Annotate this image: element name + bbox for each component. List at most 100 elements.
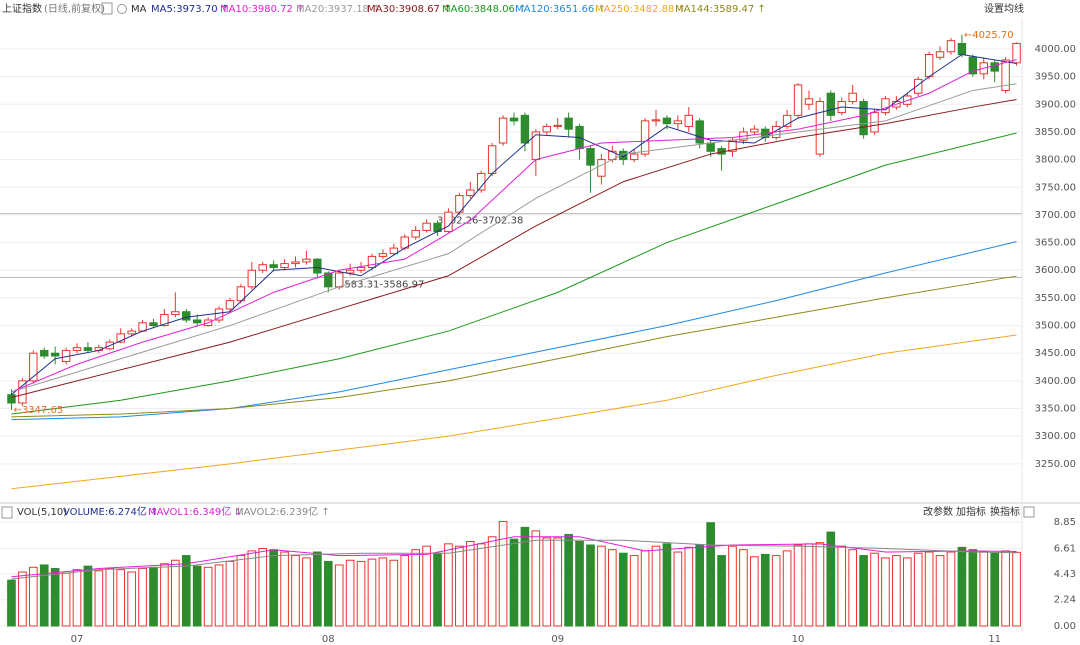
volume-bar xyxy=(422,545,431,627)
volume-bar xyxy=(94,570,104,627)
volume-bar xyxy=(389,559,399,627)
volume-bar xyxy=(717,555,726,627)
candle-body xyxy=(192,319,202,324)
y-tick-label: 3450.00 xyxy=(1035,348,1076,359)
candle-body xyxy=(367,255,377,268)
x-tick-label: 10 xyxy=(792,634,805,645)
candle-body xyxy=(356,266,366,271)
ma-line xyxy=(11,241,1017,421)
candle-body xyxy=(804,98,814,105)
candle-body xyxy=(662,117,672,125)
volume-bar xyxy=(892,555,901,627)
volume-bar xyxy=(979,551,989,627)
volume-bar xyxy=(356,560,366,627)
volume-bar xyxy=(269,549,278,627)
volume-bar xyxy=(542,537,552,627)
volume-bar xyxy=(575,540,584,627)
volume-bar xyxy=(957,546,967,627)
button[interactable]: 换指标 xyxy=(990,505,1020,518)
y-tick-label: 3300.00 xyxy=(1035,431,1076,442)
y-tick-label: 4000.00 xyxy=(1035,44,1076,55)
legend-entry: MA5:3973.70 ↑ xyxy=(151,4,229,15)
symbol: 上证指数 xyxy=(2,2,42,15)
volume-bar xyxy=(28,566,38,627)
volume-bar xyxy=(651,545,661,627)
candle-body xyxy=(695,120,704,144)
gear-icon[interactable] xyxy=(117,4,127,14)
low-label: ←3347.65 xyxy=(13,405,63,416)
candle-body xyxy=(706,142,715,152)
candle-body xyxy=(968,56,978,75)
volume-bar xyxy=(455,545,464,627)
volume-bar xyxy=(50,567,60,627)
y-tick-label: 2.24 xyxy=(1054,595,1076,606)
button[interactable]: 加指标 xyxy=(956,505,986,518)
volume-bar xyxy=(673,551,683,627)
volume-bar xyxy=(39,564,49,627)
help-icon[interactable] xyxy=(101,2,113,15)
candle-body xyxy=(597,159,606,177)
volume-bar xyxy=(597,545,606,627)
volume-bar xyxy=(531,530,541,627)
candle-body xyxy=(520,114,530,144)
mavol-line xyxy=(11,539,1017,580)
candle-body xyxy=(498,117,508,144)
volume-bar xyxy=(171,559,180,627)
candle-body xyxy=(7,394,16,404)
candle-body xyxy=(160,313,169,327)
legend-entry: MAVOL1:6.349亿 ↓ xyxy=(148,505,243,518)
y-tick-label: 3400.00 xyxy=(1035,376,1076,387)
candle-body xyxy=(182,311,191,321)
y-tick-label: 0.00 xyxy=(1054,621,1076,632)
high-label: ←4025.70 xyxy=(964,30,1014,41)
volume-bar xyxy=(771,555,781,627)
volume-bar xyxy=(258,548,268,627)
volume-bar xyxy=(662,543,672,627)
mavol-line xyxy=(11,536,1017,578)
candle-body xyxy=(750,128,759,133)
candle-body xyxy=(72,347,82,351)
candle-body xyxy=(324,272,333,288)
volume-bar xyxy=(804,543,814,627)
close-icon[interactable] xyxy=(1023,506,1035,518)
button[interactable]: 改参数 xyxy=(923,505,953,518)
volume-bar xyxy=(924,551,934,627)
settings[interactable]: 设置均线 xyxy=(984,2,1024,15)
candle-body xyxy=(487,145,497,174)
volume-bar xyxy=(225,560,235,627)
candle-body xyxy=(83,347,93,351)
volume-bar xyxy=(7,579,16,627)
x-tick-label: 09 xyxy=(551,634,564,645)
candle-body xyxy=(291,261,300,265)
volume-bar xyxy=(72,569,82,627)
candle-body xyxy=(313,258,322,274)
volume-bar xyxy=(323,560,333,627)
volume-bar xyxy=(291,555,300,627)
level-label: 3583.31-3586.97 xyxy=(338,279,424,290)
legend-entry: MA60:3848.06 ↑ xyxy=(442,4,526,15)
candle-body xyxy=(553,124,562,127)
candle-body xyxy=(389,247,399,255)
candle-body xyxy=(935,51,945,58)
ma-label: MA xyxy=(131,4,147,15)
volume-bar xyxy=(1001,550,1010,627)
candle-body xyxy=(258,264,267,271)
volume-bar xyxy=(160,563,169,627)
help-icon[interactable] xyxy=(1,506,13,519)
level-label: 3702.26-3702.38 xyxy=(437,216,523,227)
candle-body xyxy=(1001,59,1010,91)
volume-bar xyxy=(815,542,825,627)
volume-bar xyxy=(203,566,213,627)
candle-body xyxy=(444,211,453,233)
candle-body xyxy=(629,153,639,161)
volume-bar xyxy=(946,551,956,627)
candle-body xyxy=(334,272,344,288)
volume-bar xyxy=(509,538,519,627)
x-tick-label: 07 xyxy=(71,634,84,645)
candle-body xyxy=(859,101,868,136)
volume-bar xyxy=(247,550,257,627)
ma-line xyxy=(11,83,1017,393)
volume-bar xyxy=(433,552,442,627)
candle-body xyxy=(411,229,420,238)
